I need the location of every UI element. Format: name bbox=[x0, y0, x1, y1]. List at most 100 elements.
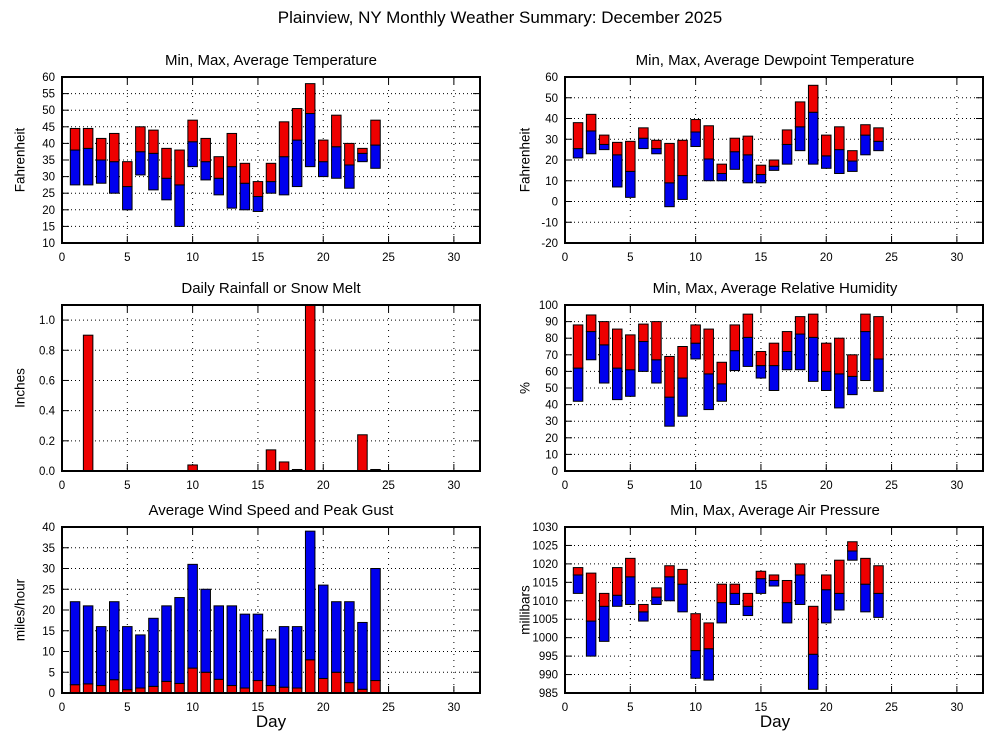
bar-day-5-min-to-avg bbox=[625, 369, 636, 397]
bar-day-8-avg-speed bbox=[161, 680, 172, 694]
bar-day-9-avg-speed bbox=[174, 682, 185, 694]
plot-area: 10 15 20 25 30 35 40 45 50 55 60 0 5 10 15 20 25 30 bbox=[42, 72, 481, 264]
y-tick-label: 60 bbox=[42, 72, 55, 84]
bar-day-9-min-to-avg bbox=[677, 583, 688, 613]
bar-day-17-avg-to-max bbox=[278, 121, 290, 158]
y-tick-label: 60 bbox=[545, 72, 558, 84]
y-tick-label: 25 bbox=[42, 188, 55, 200]
temperature-chart: Min, Max, Average Temperature Fahrenheit… bbox=[0, 40, 500, 270]
bar-day-15-avg-to-max bbox=[252, 181, 264, 198]
bar-day-7-avg-to-max bbox=[148, 129, 159, 154]
bar-day-23-avg-to-max bbox=[860, 557, 871, 585]
bar-day-15-avg-to-max bbox=[755, 570, 767, 580]
bar-day-12-min-to-avg bbox=[716, 172, 727, 182]
bar-day-21-avg-to-max bbox=[331, 114, 342, 148]
x-tick-label: 15 bbox=[252, 702, 265, 714]
bar-day-16-peak-gust bbox=[265, 638, 277, 687]
bar-day-17-avg-to-max bbox=[781, 331, 793, 352]
bar-day-10-min-to-avg bbox=[690, 131, 701, 148]
bar-day-20-min-to-avg bbox=[821, 589, 832, 624]
bar-day-18-avg-to-max bbox=[794, 563, 806, 576]
bar-day-19-min-to-avg bbox=[807, 653, 819, 690]
x-tick-label: 25 bbox=[382, 252, 395, 264]
bar-day-5-peak-gust bbox=[122, 626, 133, 691]
bar-day-16-min-to-avg bbox=[768, 165, 780, 171]
x-tick-label: 30 bbox=[447, 252, 460, 264]
x-tick-label: 5 bbox=[627, 480, 633, 492]
x-tick-label: 5 bbox=[124, 480, 130, 492]
bar-day-13-avg-to-max bbox=[729, 583, 741, 594]
y-tick-label: 990 bbox=[539, 670, 558, 682]
y-tick-label: 90 bbox=[545, 317, 558, 329]
bar-day-6-peak-gust bbox=[135, 634, 146, 689]
bar-day-22-avg-to-max bbox=[847, 354, 858, 377]
y-tick-label: 1020 bbox=[532, 559, 558, 571]
bar-day-23-avg-to-max bbox=[860, 313, 871, 333]
bar-day-14-min-to-avg bbox=[239, 182, 251, 211]
y-tick-label: 50 bbox=[545, 383, 558, 395]
bar-day-13-avg-to-max bbox=[226, 132, 238, 168]
bar-day-15-min-to-avg bbox=[755, 174, 767, 184]
bar-day-23-min-to-avg bbox=[860, 134, 871, 156]
bar-day-11-avg-to-max bbox=[200, 137, 211, 163]
bar-day-1-avg-speed bbox=[69, 684, 81, 694]
pressure-x-axis-label: Day bbox=[759, 712, 791, 731]
bar-day-24-avg-to-max bbox=[873, 127, 884, 142]
x-tick-label: 0 bbox=[562, 252, 568, 264]
bar-day-12-avg-to-max bbox=[716, 361, 727, 385]
y-tick-label: 5 bbox=[49, 667, 55, 679]
bar-day-8-min-to-avg bbox=[664, 182, 675, 208]
bar-day-10-avg-speed bbox=[187, 667, 198, 694]
y-tick-label: 50 bbox=[545, 93, 558, 105]
bar-day-12-peak-gust bbox=[213, 605, 224, 680]
bar-day-24-peak-gust bbox=[370, 568, 381, 682]
bar-day-19-avg-speed bbox=[304, 659, 316, 694]
bar-day-2-avg-to-max bbox=[585, 572, 597, 622]
bar-day-12-min-to-avg bbox=[716, 383, 727, 402]
bar-day-2-avg-to-max bbox=[585, 113, 597, 132]
bar-day-20-min-to-avg bbox=[821, 370, 832, 391]
bar-day-3-avg-to-max bbox=[598, 592, 610, 607]
y-tick-label: 1015 bbox=[532, 577, 558, 589]
x-tick-label: 0 bbox=[59, 252, 65, 264]
y-tick-label: 20 bbox=[42, 605, 55, 617]
bar-day-4-avg-to-max bbox=[612, 328, 623, 369]
x-tick-label: 0 bbox=[562, 480, 568, 492]
bar-day-24-min-to-avg bbox=[873, 140, 884, 152]
bar-day-17-min-to-avg bbox=[781, 350, 793, 371]
bar-day-4-min-to-avg bbox=[612, 154, 623, 188]
bar-day-12-avg-to-max bbox=[716, 163, 727, 174]
y-tick-label: 35 bbox=[42, 543, 55, 555]
bar-day-1-peak-gust bbox=[69, 601, 81, 686]
x-axis-ticks: 0 5 10 15 20 25 30 bbox=[59, 77, 460, 264]
y-axis-ticks: 0.0 0.2 0.4 0.6 0.8 1.0 bbox=[39, 315, 480, 478]
y-axis-ticks: -20 -10 0 10 20 30 40 50 60 bbox=[541, 72, 983, 250]
bar-day-8-avg-to-max bbox=[664, 142, 675, 184]
bar-day-15-avg-to-max bbox=[755, 164, 767, 176]
x-tick-label: 30 bbox=[950, 480, 963, 492]
bar-day-3-avg-to-max bbox=[598, 321, 610, 346]
bar-day-7-avg-to-max bbox=[651, 587, 662, 598]
bar-day-12-min-to-avg bbox=[716, 602, 727, 624]
plot-frame bbox=[564, 526, 984, 694]
bar-day-8-min-to-avg bbox=[664, 396, 675, 427]
bar-day-1-min-to-avg bbox=[572, 574, 584, 594]
bar-day-11-min-to-avg bbox=[703, 373, 714, 411]
bar-day-18-min-to-avg bbox=[794, 333, 806, 371]
bar-day-22-min-to-avg bbox=[847, 375, 858, 396]
dewpoint-chart-title: Min, Max, Average Dewpoint Temperature bbox=[635, 52, 915, 69]
bar-day-18-peak-gust bbox=[291, 626, 303, 689]
y-tick-label: 985 bbox=[539, 688, 558, 700]
bar-day-7-min-to-avg bbox=[651, 596, 662, 605]
bar-day-15-min-to-avg bbox=[252, 196, 264, 212]
bar-day-20-min-to-avg bbox=[318, 161, 329, 178]
x-tick-label: 10 bbox=[186, 702, 199, 714]
bar-day-17-min-to-avg bbox=[781, 602, 793, 624]
bar-day-11-min-to-avg bbox=[703, 158, 714, 182]
bar-day-20-peak-gust bbox=[318, 584, 329, 679]
bar-day-22-avg-to-max bbox=[847, 541, 858, 552]
bar-day-17-rainfall bbox=[278, 461, 290, 472]
bar-day-6-min-to-avg bbox=[135, 151, 146, 176]
bar-day-16-avg-to-max bbox=[265, 162, 277, 183]
bar-day-22-peak-gust bbox=[344, 601, 355, 684]
